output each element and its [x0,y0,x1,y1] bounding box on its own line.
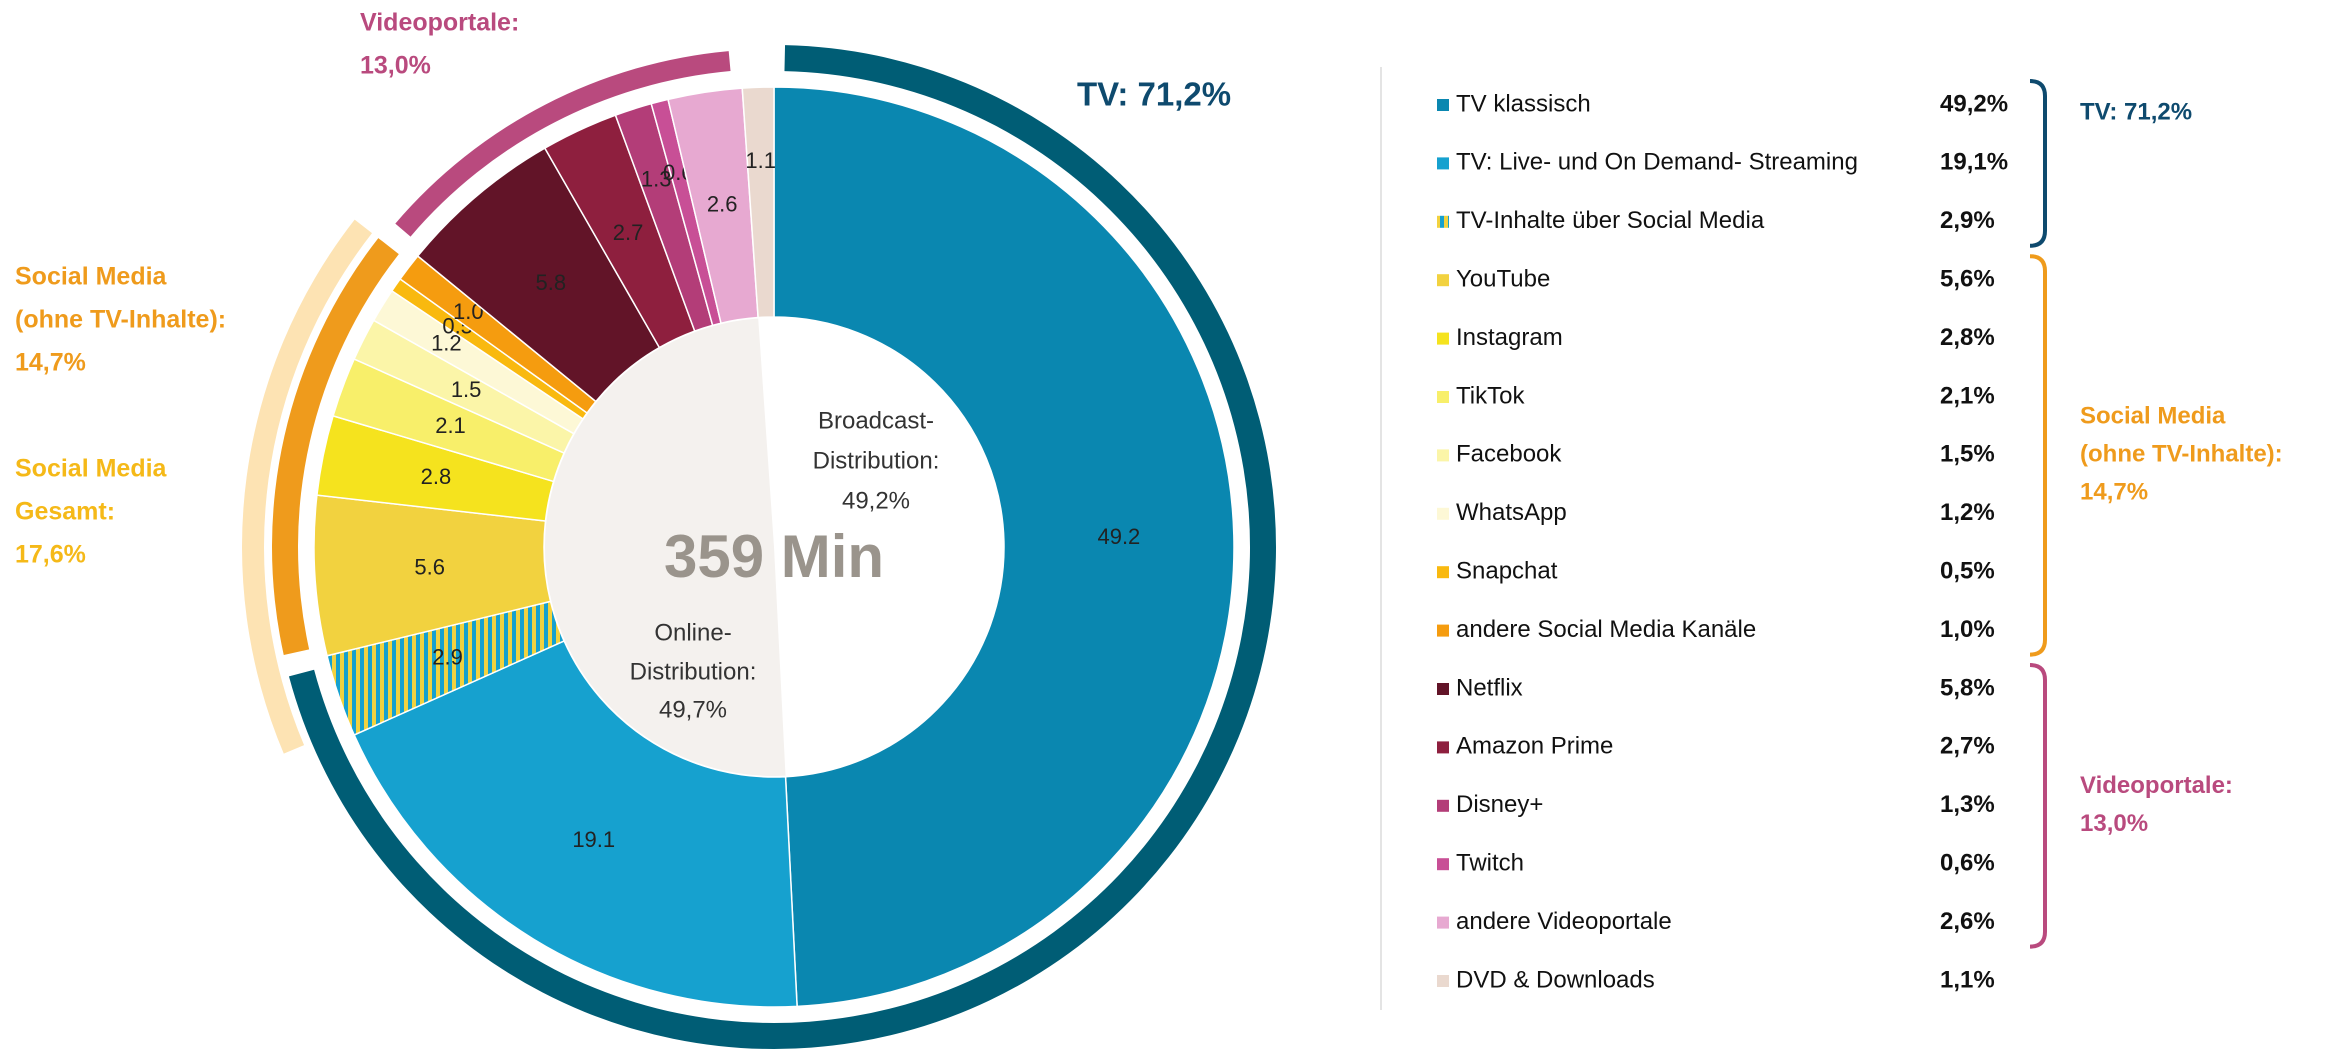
inner-sector [544,317,786,777]
legend-value: 2,1% [1940,382,1995,409]
group-label: Videoportale: [360,9,519,37]
slice-label: 1.1 [745,148,776,173]
center-label: 359 Min [664,523,884,590]
legend-label: Amazon Prime [1456,733,1613,760]
group-arc [242,219,373,754]
legend-label: andere Social Media Kanäle [1456,616,1756,643]
slice-label: 2.8 [421,464,452,489]
bracket-label: 13,0% [2080,810,2148,837]
legend-label: Instagram [1456,324,1563,351]
slice-label: 2.6 [707,192,738,217]
group-label: Social Media [15,455,168,483]
legend-label: Twitch [1456,850,1524,877]
slice-label: 1.3 [641,166,672,191]
legend-value: 2,7% [1940,733,1995,760]
slice-label: 5.6 [414,554,445,579]
legend-value: 1,3% [1940,791,1995,818]
legend-label: Snapchat [1456,558,1558,585]
bracket [2029,79,2047,248]
legend-label: Facebook [1456,441,1562,468]
inner-label: Distribution: [630,658,757,685]
bracket [2029,254,2047,657]
legend-swatch [1437,624,1449,637]
legend-label: andere Videoportale [1456,908,1672,935]
slice-label: 19.1 [572,827,615,852]
slice [773,86,1235,1008]
legend-swatch [1437,799,1449,812]
legend-swatch [1437,741,1449,754]
legend-value: 0,5% [1940,558,1995,585]
group-label: 14,7% [15,349,86,377]
slice-label: 1.5 [451,377,482,402]
legend-label: DVD & Downloads [1456,966,1655,993]
group-label: TV: 71,2% [1077,76,1231,113]
legend-value: 1,5% [1940,441,1995,468]
bracket [2029,663,2047,949]
bracket-label: Videoportale: [2080,772,2233,799]
inner-label: Broadcast- [818,407,934,434]
slice-label: 2.9 [432,645,463,670]
inner-label: 49,7% [659,696,727,723]
legend-swatch [1437,215,1449,228]
legend-label: Disney+ [1456,791,1543,818]
slice-label: 49.2 [1097,524,1140,549]
legend-swatch [1437,975,1449,987]
legend-value: 2,9% [1940,207,1995,234]
legend-swatch [1437,274,1449,287]
legend-value: 1,1% [1940,966,1995,993]
group-arc [272,238,399,655]
legend-value: 5,6% [1940,266,1995,293]
slice-label: 2.7 [613,220,644,245]
legend-label: YouTube [1456,266,1550,293]
bracket-label: Social Media [2080,403,2226,430]
inner-label: 49,2% [842,487,910,514]
legend-value: 2,6% [1940,908,1995,935]
legend-value: 5,8% [1940,674,1995,701]
bracket-label: TV: 71,2% [2080,99,2192,126]
legend-value: 19,1% [1940,149,2008,176]
legend-label: Netflix [1456,674,1523,701]
legend-swatch [1437,916,1449,929]
legend-swatch [1437,449,1449,462]
slice-label: 5.8 [535,270,566,295]
legend-swatch [1437,391,1449,403]
group-label: (ohne TV-Inhalte): [15,306,226,334]
group-label: Gesamt: [15,498,115,526]
group-label: 13,0% [360,52,431,80]
group-arc [395,51,731,237]
legend-value: 1,2% [1940,499,1995,526]
inner-sector [774,317,1004,777]
slice [741,86,775,319]
legend-value: 2,8% [1940,324,1995,351]
inner-label: Online- [654,619,731,646]
inner-label: Distribution: [813,447,940,474]
legend-swatch [1437,99,1449,111]
legend-label: TV klassisch [1456,90,1591,117]
legend-label: TV-Inhalte über Social Media [1456,207,1765,234]
legend-value: 1,0% [1940,616,1995,643]
legend-swatch [1437,157,1449,170]
legend-swatch [1437,332,1449,345]
group-label: Social Media [15,263,168,291]
group-label: 17,6% [15,541,86,569]
legend-label: TikTok [1456,382,1525,409]
legend-swatch [1437,683,1449,695]
slice [353,639,798,1008]
bracket-label: (ohne TV-Inhalte): [2080,441,2283,468]
legend-label: WhatsApp [1456,499,1567,526]
legend-value: 49,2% [1940,90,2008,117]
legend-swatch [1437,858,1449,871]
legend-value: 0,6% [1940,850,1995,877]
legend-swatch [1437,566,1449,579]
legend-label: TV: Live- und On Demand- Streaming [1456,149,1858,176]
slice-label: 2.1 [435,413,466,438]
bracket-label: 14,7% [2080,479,2148,506]
legend-swatch [1437,507,1449,520]
